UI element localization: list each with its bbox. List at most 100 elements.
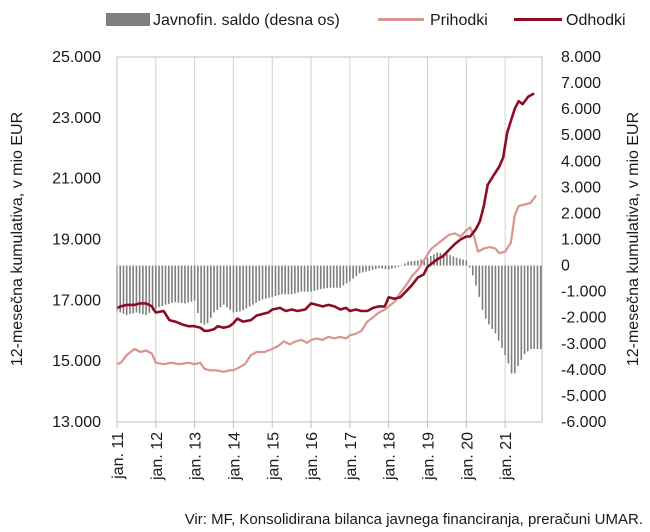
saldo-bar-22 (187, 265, 189, 303)
legend-swatch-saldo (106, 13, 150, 26)
x-tick-label-1: jan. 12 (149, 432, 166, 481)
saldo-bar-35 (229, 265, 232, 310)
saldo-bar-43 (255, 265, 257, 303)
saldo-bar-128 (530, 265, 532, 349)
right-axis-label: 12-mesečna kumulativa, v mio EUR (625, 112, 642, 366)
saldo-bar-131 (539, 265, 542, 349)
x-tick-label-7: jan. 18 (382, 432, 399, 481)
saldo-bar-70 (342, 265, 345, 286)
legend-label-saldo: Javnofin. saldo (desna os) (153, 12, 340, 29)
saldo-bar-127 (526, 265, 529, 352)
left-axis-label: 12-mesečna kumulativa, v mio EUR (9, 112, 26, 366)
right-tick-label-1: -5.000 (561, 388, 606, 405)
saldo-bar-80 (374, 265, 377, 270)
x-axis-tick-labels: jan. 11 jan. 12 jan. 13 jan. 14 jan. 15 jan. … (110, 432, 515, 481)
saldo-bar-33 (222, 265, 225, 305)
saldo-bar-41 (248, 265, 251, 307)
saldo-bar-72 (349, 265, 351, 282)
right-tick-label-10: 4.000 (561, 153, 601, 170)
saldo-bar-14 (161, 265, 164, 306)
saldo-bar-98 (433, 254, 435, 266)
saldo-bar-129 (533, 265, 536, 349)
saldo-bar-26 (200, 265, 202, 324)
saldo-bar-83 (384, 265, 387, 270)
saldo-bar-24 (193, 265, 196, 301)
saldo-bar-65 (326, 265, 329, 289)
saldo-bar-108 (465, 260, 468, 266)
saldo-bar-90 (407, 261, 409, 266)
saldo-bar-115 (488, 265, 490, 325)
saldo-bar-87 (397, 265, 400, 267)
x-tick-label-9: jan. 20 (459, 432, 476, 481)
saldo-bar-96 (426, 257, 429, 266)
saldo-bar-12 (155, 265, 157, 309)
series-line-exp (116, 92, 535, 333)
right-tick-label-8: 2.000 (561, 205, 601, 222)
saldo-bar-92 (413, 260, 416, 266)
saldo-bar-52 (284, 265, 286, 295)
saldo-bar-13 (158, 265, 160, 308)
saldo-bar-112 (478, 265, 481, 297)
saldo-bar-9 (145, 265, 147, 316)
saldo-bar-104 (452, 256, 455, 266)
saldo-bar-67 (332, 265, 335, 288)
saldo-bar-82 (381, 265, 384, 269)
right-tick-label-9: 3.000 (561, 179, 601, 196)
left-tick-label-6: 25.000 (52, 49, 101, 66)
x-tick-label-3: jan. 14 (226, 432, 243, 481)
saldo-bar-50 (277, 265, 280, 296)
saldo-bar-44 (258, 265, 261, 302)
saldo-bar-95 (423, 258, 426, 266)
saldo-bar-102 (446, 253, 448, 266)
saldo-bar-27 (203, 265, 206, 325)
saldo-bar-21 (184, 265, 186, 304)
vertical-grid (116, 57, 506, 428)
saldo-bar-69 (339, 265, 341, 288)
left-tick-label-0: 13.000 (52, 414, 101, 431)
saldo-bar-32 (219, 265, 222, 308)
saldo-bar-3 (125, 265, 128, 316)
saldo-bar-130 (536, 265, 539, 349)
series-lines (116, 92, 538, 373)
left-tick-label-4: 21.000 (52, 171, 101, 188)
saldo-bar-42 (252, 265, 254, 305)
saldo-bar-58 (303, 265, 306, 292)
saldo-bar-113 (481, 265, 484, 310)
saldo-bar-105 (455, 257, 458, 266)
x-tick-label-4: jan. 15 (265, 432, 282, 481)
saldo-bar-81 (378, 265, 380, 269)
saldo-bar-89 (404, 263, 406, 266)
saldo-bar-45 (261, 265, 264, 300)
chart-legend: Javnofin. saldo (desna os) Prihodki Odho… (106, 12, 626, 29)
saldo-bar-123 (514, 265, 516, 374)
x-tick-label-2: jan. 13 (188, 432, 205, 481)
left-tick-label-1: 15.000 (52, 353, 101, 370)
x-tick-label-10: jan. 21 (498, 432, 515, 481)
saldo-bar-29 (209, 265, 212, 318)
saldo-bar-47 (268, 265, 270, 298)
saldo-bar-122 (510, 265, 513, 374)
saldo-bar-119 (501, 265, 503, 348)
saldo-bar-25 (197, 265, 199, 314)
saldo-bar-11 (151, 265, 154, 311)
right-tick-label-4: -2.000 (561, 310, 606, 327)
x-tick-label-5: jan. 16 (304, 432, 321, 481)
saldo-bar-51 (281, 265, 283, 295)
saldo-bar-110 (471, 265, 474, 276)
saldo-bar-30 (213, 265, 215, 313)
saldo-bar-31 (216, 265, 219, 310)
right-tick-label-0: -6.000 (561, 414, 606, 431)
saldo-bar-124 (517, 265, 519, 367)
saldo-bar-91 (410, 261, 413, 266)
saldo-bar-8 (142, 265, 144, 315)
right-tick-label-6: 0 (561, 258, 570, 275)
saldo-bar-15 (164, 265, 167, 305)
saldo-bar-56 (297, 265, 299, 293)
saldo-bar-37 (235, 265, 238, 312)
saldo-bar-46 (264, 265, 267, 299)
saldo-bar-6 (135, 265, 138, 313)
saldo-bar-75 (358, 265, 361, 274)
saldo-bar-103 (449, 255, 451, 266)
saldo-bar-84 (387, 265, 390, 270)
